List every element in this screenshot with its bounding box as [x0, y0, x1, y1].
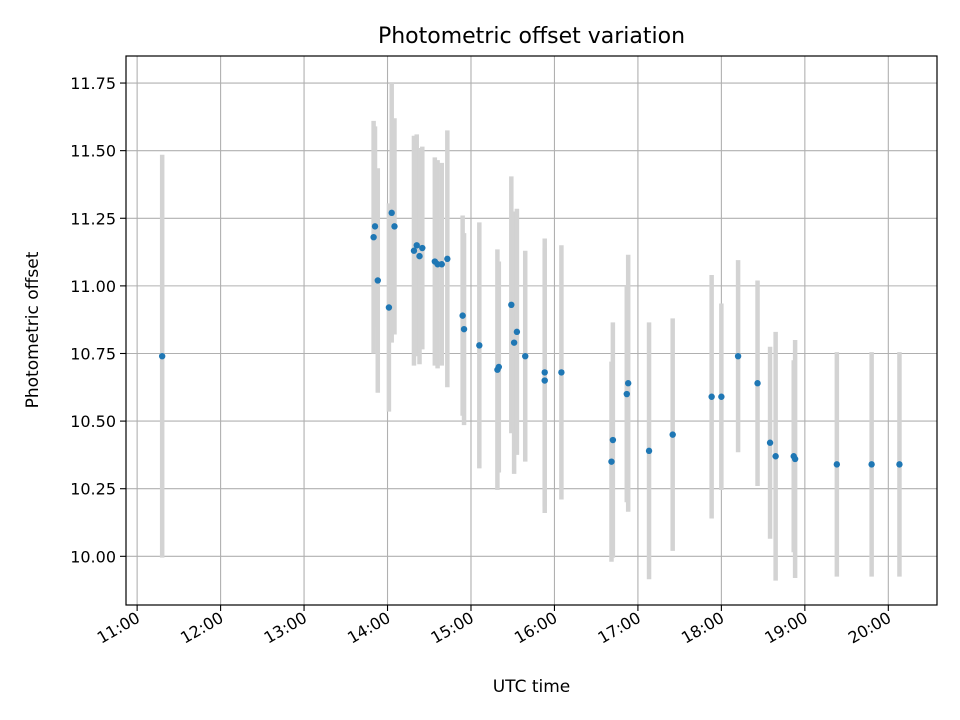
data-point	[391, 223, 398, 230]
data-point	[476, 342, 483, 349]
grid-lines	[126, 56, 937, 605]
data-point	[385, 304, 393, 311]
data-point	[508, 301, 515, 309]
data-points	[158, 209, 903, 468]
plot-frame	[125, 55, 938, 606]
data-point	[868, 461, 875, 468]
data-point	[608, 458, 615, 465]
data-point	[609, 436, 617, 444]
data-point	[410, 247, 418, 254]
y-tick-label: 11.75	[70, 74, 116, 93]
data-point	[754, 380, 761, 387]
data-point	[513, 328, 521, 336]
data-point	[438, 261, 445, 268]
data-point	[791, 455, 799, 463]
data-point	[495, 363, 503, 371]
data-point	[522, 352, 529, 360]
data-point	[772, 453, 779, 460]
y-tick-label: 10.50	[70, 412, 116, 431]
y-tick-label: 10.00	[70, 547, 116, 566]
data-point	[718, 393, 725, 400]
data-point	[541, 369, 548, 376]
y-tick-label: 11.25	[70, 209, 116, 228]
data-point	[623, 390, 630, 398]
data-point	[734, 352, 742, 360]
data-point	[645, 447, 653, 455]
data-point	[708, 393, 715, 400]
data-point	[459, 312, 466, 319]
data-point	[416, 252, 423, 260]
data-point	[833, 461, 841, 468]
data-point	[460, 325, 468, 333]
chart-title: Photometric offset variation	[378, 24, 685, 49]
y-tick-label: 11.50	[70, 142, 116, 161]
data-point	[896, 461, 903, 468]
data-point	[370, 233, 377, 241]
data-point	[444, 255, 451, 263]
data-point	[766, 439, 774, 446]
data-point	[413, 242, 420, 249]
data-point	[624, 380, 632, 387]
data-point	[371, 223, 379, 230]
y-tick-label: 10.75	[70, 344, 116, 363]
data-point	[158, 352, 166, 360]
data-point	[669, 431, 676, 438]
data-point	[374, 277, 381, 284]
data-point	[558, 369, 565, 376]
y-axis-label: Photometric offset	[23, 251, 43, 408]
y-tick-label: 10.25	[70, 480, 116, 499]
data-point	[388, 209, 395, 217]
data-point	[419, 244, 426, 252]
data-point	[541, 377, 548, 384]
x-axis-label: UTC time	[493, 677, 571, 697]
data-point	[510, 339, 518, 346]
y-tick-label: 11.00	[70, 277, 116, 296]
